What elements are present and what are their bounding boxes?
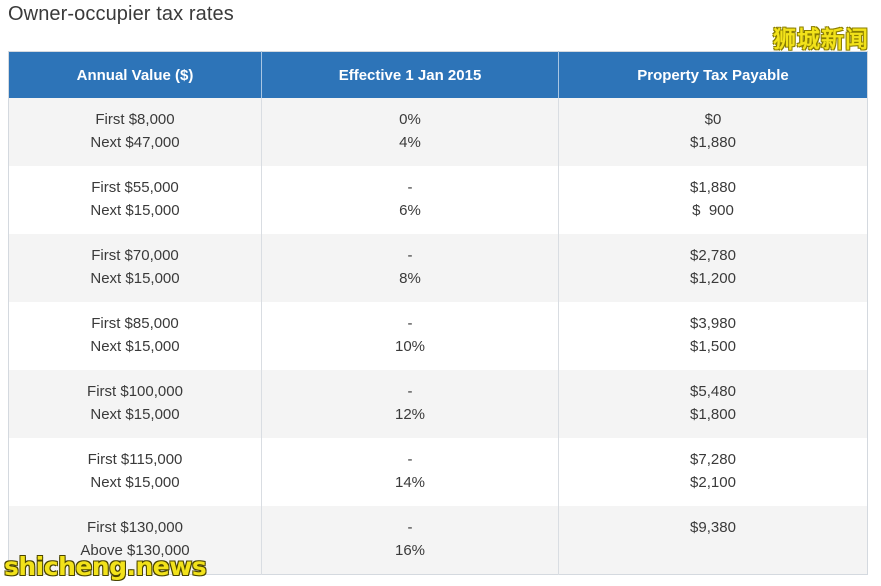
cell-line: $1,800 <box>690 406 736 423</box>
cell-line: - <box>407 451 413 468</box>
cell-rate: 0% 4% <box>261 98 559 166</box>
cell-annual-value: First $85,000 Next $15,000 <box>8 302 262 370</box>
watermark-site-bottom: shicheng.news <box>4 552 207 581</box>
cell-annual-value: First $55,000 Next $15,000 <box>8 166 262 234</box>
cell-payable: $0 $1,880 <box>558 98 868 166</box>
cell-line: - <box>407 383 413 400</box>
table-row: First $100,000 Next $15,000 - 12% $5,480 $1,8… <box>8 370 868 438</box>
cell-payable: $9,380 <box>558 506 868 574</box>
table-row: First $70,000 Next $15,000 - 8% $2,780 $1,200 <box>8 234 868 302</box>
table-row: First $85,000 Next $15,000 - 10% $3,980 $1,50… <box>8 302 868 370</box>
cell-line: - <box>407 247 413 264</box>
cell-line: First $100,000 <box>87 383 183 400</box>
cell-annual-value: First $115,000 Next $15,000 <box>8 438 262 506</box>
cell-line: Next $15,000 <box>90 406 180 423</box>
watermark-logo-top: 狮城新闻 <box>773 27 869 53</box>
cell-line: $1,880 <box>690 134 736 151</box>
table-body: First $8,000 Next $47,000 0% 4% $0 $1,880 Firs… <box>8 98 868 574</box>
cell-line: $1,500 <box>690 338 736 355</box>
cell-line: $1,200 <box>690 270 736 287</box>
page-title: Owner-occupier tax rates <box>8 3 234 25</box>
cell-payable: $1,880 $ 900 <box>558 166 868 234</box>
cell-payable: $3,980 $1,500 <box>558 302 868 370</box>
cell-annual-value: First $100,000 Next $15,000 <box>8 370 262 438</box>
cell-payable: $2,780 $1,200 <box>558 234 868 302</box>
header-effective-rate: Effective 1 Jan 2015 <box>261 51 559 98</box>
cell-rate: - 14% <box>261 438 559 506</box>
cell-line: Next $15,000 <box>90 474 180 491</box>
cell-rate: - 8% <box>261 234 559 302</box>
cell-line: $2,780 <box>690 247 736 264</box>
cell-line: First $55,000 <box>91 179 179 196</box>
cell-line: Above $130,000 <box>80 542 190 559</box>
cell-payable: $7,280 $2,100 <box>558 438 868 506</box>
cell-rate: - 12% <box>261 370 559 438</box>
cell-line: First $115,000 <box>87 451 183 468</box>
cell-line: 10% <box>394 338 426 355</box>
cell-line: $0 <box>704 111 722 128</box>
cell-line: 14% <box>394 474 426 491</box>
cell-line: First $8,000 <box>95 111 175 128</box>
cell-line: $2,100 <box>690 474 736 491</box>
cell-line: - <box>407 315 413 332</box>
cell-line: $1,880 <box>690 179 736 196</box>
cell-line: - <box>407 179 413 196</box>
cell-line: $ 900 <box>692 202 734 219</box>
cell-annual-value: First $70,000 Next $15,000 <box>8 234 262 302</box>
cell-line: - <box>407 519 413 536</box>
cell-rate: - 16% <box>261 506 559 574</box>
header-property-tax-payable: Property Tax Payable <box>558 51 868 98</box>
cell-line: Next $15,000 <box>90 270 180 287</box>
cell-rate: - 6% <box>261 166 559 234</box>
table-row: First $115,000 Next $15,000 - 14% $7,280 $2,1… <box>8 438 868 506</box>
table-header-row: Annual Value ($) Effective 1 Jan 2015 Pr… <box>8 51 868 98</box>
cell-line: Next $15,000 <box>90 338 180 355</box>
cell-annual-value: First $130,000 Above $130,000 <box>8 506 262 574</box>
cell-line: $3,980 <box>690 315 736 332</box>
table-row: First $55,000 Next $15,000 - 6% $1,880 $ 900 <box>8 166 868 234</box>
cell-line: 6% <box>399 202 421 219</box>
cell-annual-value: First $8,000 Next $47,000 <box>8 98 262 166</box>
cell-line: $9,380 <box>690 519 736 536</box>
cell-line: 4% <box>399 134 421 151</box>
cell-line: $5,480 <box>690 383 736 400</box>
table-row: First $130,000 Above $130,000 - 16% $9,380 <box>8 506 868 574</box>
cell-line: First $70,000 <box>91 247 179 264</box>
cell-payable: $5,480 $1,800 <box>558 370 868 438</box>
cell-line: Next $47,000 <box>90 134 180 151</box>
table-row: First $8,000 Next $47,000 0% 4% $0 $1,880 <box>8 98 868 166</box>
cell-line: 0% <box>399 111 421 128</box>
cell-line: 16% <box>394 542 426 559</box>
cell-line: $7,280 <box>690 451 736 468</box>
cell-line: Next $15,000 <box>90 202 180 219</box>
header-annual-value: Annual Value ($) <box>8 51 262 98</box>
cell-line: First $130,000 <box>87 519 183 536</box>
tax-rates-table: Annual Value ($) Effective 1 Jan 2015 Pr… <box>8 51 868 575</box>
cell-rate: - 10% <box>261 302 559 370</box>
cell-line: 12% <box>394 406 426 423</box>
cell-line <box>559 539 867 562</box>
cell-line: 8% <box>399 270 421 287</box>
cell-line: First $85,000 <box>91 315 179 332</box>
